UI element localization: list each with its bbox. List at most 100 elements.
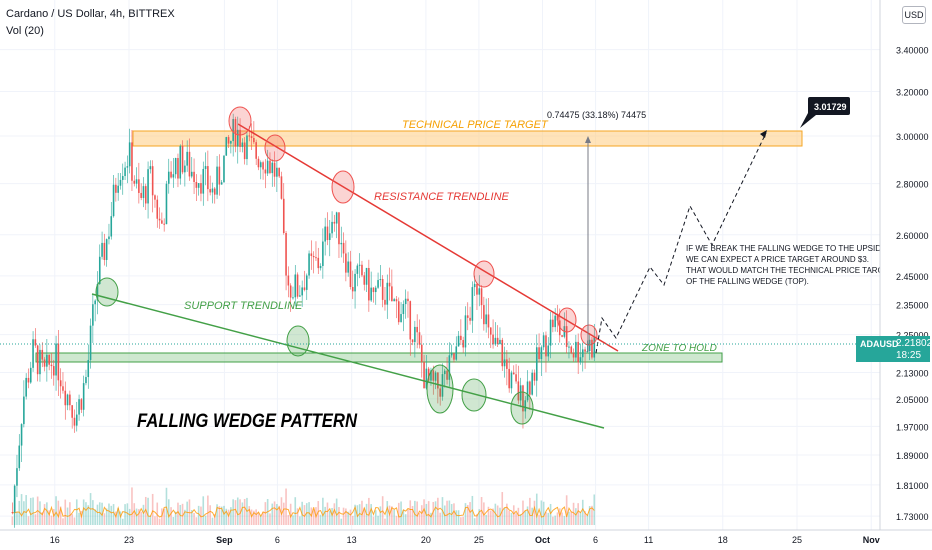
candle-body <box>448 355 451 380</box>
volume-bar <box>223 505 225 525</box>
volume-bar <box>485 514 487 525</box>
price-tick-label: 1.73000 <box>896 512 929 522</box>
candle-body <box>322 241 324 266</box>
candle-body <box>89 325 92 360</box>
candle-body <box>485 314 487 325</box>
price-tick-label: 2.45000 <box>896 272 929 282</box>
volume-bar <box>253 510 255 525</box>
candle-body <box>195 181 198 188</box>
candle-body <box>216 166 218 195</box>
volume-bar <box>138 509 140 525</box>
price-tick-label: 3.40000 <box>896 46 929 56</box>
volume-bar <box>414 500 416 525</box>
candle-body <box>572 353 575 358</box>
price-tick-label: 2.35000 <box>896 301 929 311</box>
volume-bar <box>453 503 455 525</box>
candle-body <box>23 396 25 425</box>
volume-indicator-label[interactable]: Vol (20) <box>6 25 44 37</box>
candle-body <box>409 301 412 340</box>
volume-bar <box>476 514 478 525</box>
volume-bar <box>593 494 596 525</box>
price-tick-label: 1.89000 <box>896 451 929 461</box>
candle-body <box>62 386 64 391</box>
volume-bar <box>319 514 322 525</box>
candle-body <box>161 220 163 224</box>
price-tick-label: 3.00000 <box>896 132 929 142</box>
volume-bar <box>469 502 471 525</box>
candle-body <box>236 129 239 147</box>
volume-bar <box>305 503 308 525</box>
candle-body <box>11 512 14 514</box>
volume-bar <box>29 497 32 525</box>
candle-body <box>345 253 347 273</box>
volume-bar <box>25 495 27 525</box>
candle-body <box>20 424 23 446</box>
volume-bar <box>524 510 527 525</box>
volume-bar <box>400 501 402 525</box>
volume-bar <box>135 508 138 525</box>
candle-body <box>190 171 193 177</box>
candle-body <box>204 166 207 169</box>
candle-body <box>519 385 522 401</box>
candle-body <box>388 282 391 287</box>
volume-bar <box>273 501 276 525</box>
price-tick-label: 2.60000 <box>896 231 929 241</box>
volume-bar <box>55 496 57 525</box>
candle-body <box>338 212 340 245</box>
candle-body <box>466 315 469 318</box>
candle-body <box>186 151 188 166</box>
volume-bar <box>591 505 593 525</box>
candle-body <box>170 171 172 178</box>
volume-bar <box>374 510 377 525</box>
candle-body <box>179 145 182 179</box>
candle-body <box>414 326 416 343</box>
volume-bar <box>460 517 462 525</box>
volume-bar <box>581 499 584 525</box>
volume-bar <box>526 506 529 525</box>
volume-bar <box>236 497 239 525</box>
volume-bar <box>494 503 497 525</box>
candle-body <box>476 283 478 295</box>
candle-body <box>181 145 184 173</box>
candle-body <box>308 253 310 276</box>
volume-bar <box>213 514 216 525</box>
candle-body <box>131 142 133 181</box>
volume-bar <box>151 493 154 525</box>
candle-body <box>556 315 559 321</box>
volume-bar <box>363 507 366 525</box>
time-tick-label: Sep <box>216 535 233 545</box>
candle-body <box>128 142 131 167</box>
candle-body <box>213 188 216 195</box>
volume-bar <box>248 506 251 525</box>
candle-body <box>287 275 290 286</box>
candle-body <box>460 335 462 341</box>
currency-button[interactable]: USD <box>902 6 926 24</box>
volume-bar <box>439 512 441 525</box>
candle-body <box>220 182 223 185</box>
candle-body <box>483 305 485 325</box>
volume-bar <box>354 504 356 525</box>
candle-body <box>365 267 368 285</box>
volume-bar <box>487 506 490 525</box>
volume-bar <box>57 500 60 525</box>
volume-bar <box>126 503 129 525</box>
candle-body <box>427 368 430 381</box>
price-axis-labels: 3.40000 3.20000 3.00000 2.80000 2.60000 2.450… <box>896 46 929 522</box>
price-tag-countdown: 18:25 <box>896 350 922 361</box>
candle-body <box>407 298 409 302</box>
candle-body <box>158 218 161 221</box>
volume-bar <box>517 507 520 525</box>
volume-bar <box>418 513 421 525</box>
volume-bar <box>71 514 73 525</box>
volume-bar <box>404 514 407 525</box>
candle-body <box>119 179 122 186</box>
volume-bar <box>508 510 510 525</box>
volume-bar <box>20 494 23 525</box>
candle-body <box>301 287 303 296</box>
volume-bar <box>515 513 517 525</box>
candle-body <box>529 381 531 395</box>
volume-bar <box>420 505 423 525</box>
note-line: WE CAN EXPECT A PRICE TARGET AROUND $3. <box>686 255 869 264</box>
candle-body <box>361 264 363 276</box>
